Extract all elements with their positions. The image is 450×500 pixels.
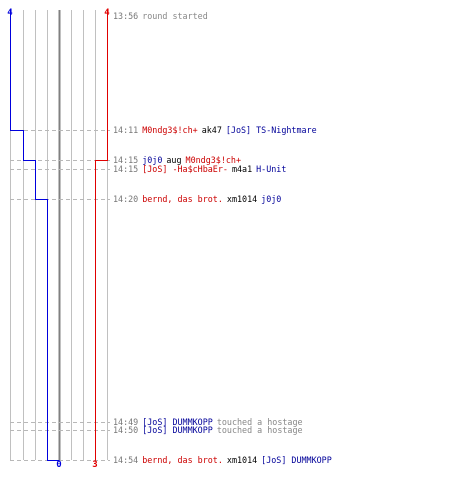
event-text: touched a hostage [216,417,303,427]
red-team-line [95,10,108,461]
blue-end-count: 0 [56,460,61,470]
event-row: 14:20 bernd, das brot. xm1014 j0j0 [113,194,281,205]
event-row: 14:15 j0j0 aug M0ndg3$!ch+ [113,155,241,166]
event-time: 14:15 [113,164,139,174]
event-text: round started [142,11,208,21]
player-name: j0j0 [142,155,163,165]
weapon-name: m4a1 [231,164,253,174]
event-time: 14:20 [113,194,139,204]
event-time: 14:15 [113,155,139,165]
event-time: 14:54 [113,455,139,465]
player-name: j0j0 [261,194,282,204]
weapon-name: xm1014 [226,194,258,204]
blue-start-count: 4 [7,8,13,18]
event-row: 14:11 M0ndg3$!ch+ ak47 [JoS] TS-Nightmare [113,125,317,136]
red-start-count: 4 [104,8,110,18]
player-name: bernd, das brot. [142,455,223,465]
event-row: 14:49 [JoS] DUMMKOPP touched a hostage [113,417,303,428]
player-name: [JoS] TS-Nightmare [225,125,317,135]
weapon-name: aug [166,155,182,165]
event-time: 14:49 [113,417,139,427]
event-time: 14:50 [113,425,139,435]
event-row: 14:15 [JoS] -Ha$cHbaEr-m4a1 H-Unit [113,164,286,175]
player-name: bernd, das brot. [142,194,223,204]
player-name: H-Unit [256,164,287,174]
event-row: 13:56 round started [113,11,208,22]
player-name: M0ndg3$!ch+ [185,155,241,165]
player-name: [JoS] -Ha$cHbaEr- [142,164,228,174]
event-row: 14:50 [JoS] DUMMKOPP touched a hostage [113,425,303,436]
event-row: 14:54 bernd, das brot. xm1014 [JoS] DUMMKOP… [113,455,332,466]
weapon-name: ak47 [201,125,222,135]
blue-team-line [10,10,60,461]
red-end-count: 3 [92,460,97,470]
player-name: [JoS] DUMMKOPP [142,417,213,427]
player-name: M0ndg3$!ch+ [142,125,198,135]
player-name: [JoS] DUMMKOPP [142,425,213,435]
player-name: [JoS] DUMMKOPP [261,455,332,465]
event-text: touched a hostage [216,425,303,435]
event-time: 13:56 [113,11,139,21]
event-time: 14:11 [113,125,139,135]
weapon-name: xm1014 [226,455,258,465]
